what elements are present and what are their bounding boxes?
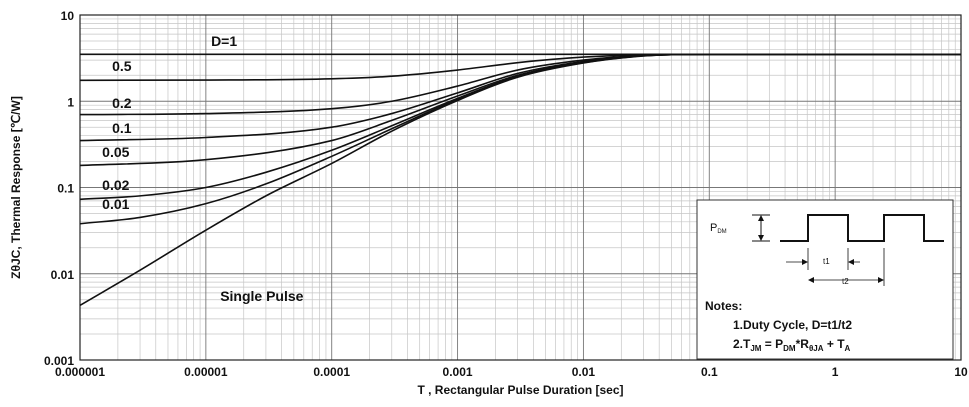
- notes-title: Notes:: [705, 299, 742, 313]
- x-tick-label: 0.00001: [184, 365, 228, 379]
- curve-label: 0.01: [102, 196, 129, 212]
- curve-label: Single Pulse: [220, 288, 303, 304]
- x-axis-title: T , Rectangular Pulse Duration [sec]: [417, 383, 623, 397]
- plot-frame: [79, 14, 962, 361]
- y-tick-labels: 0.001 0.01 0.1 1 10: [44, 9, 74, 368]
- x-tick-label: 0.01: [572, 365, 596, 379]
- curve-label: D=1: [211, 33, 237, 49]
- notes-inset: PDM t1 t2 Notes: 1.Duty Cycle, D=t1/t2 2…: [696, 199, 954, 360]
- t1-label: t1: [823, 257, 830, 266]
- x-tick-label: 10: [954, 365, 968, 379]
- t2-arrowhead-left: [808, 277, 814, 283]
- curve-label: 0.05: [102, 144, 129, 160]
- note-duty-cycle: 1.Duty Cycle, D=t1/t2: [733, 318, 852, 332]
- note-junction-temp: 2.TJM = PDM*RθJA + TA: [733, 337, 851, 353]
- y-tick-label: 10: [61, 9, 75, 23]
- x-tick-label: 0.001: [443, 365, 473, 379]
- y-axis-title: ZθJC, Thermal Response [℃/W]: [9, 96, 23, 279]
- pdm-arrowhead-up: [758, 215, 764, 221]
- x-tick-label: 0.1: [701, 365, 718, 379]
- curve-label: 0.02: [102, 177, 129, 193]
- pdm-arrowhead-down: [758, 235, 764, 241]
- curve-label: 0.5: [112, 58, 132, 74]
- y-tick-label: 0.001: [44, 354, 74, 368]
- y-tick-label: 0.1: [57, 182, 74, 196]
- t2-arrowhead-right: [878, 277, 884, 283]
- x-tick-labels: 0.000001 0.00001 0.0001 0.001 0.01 0.1 1 10: [55, 365, 968, 379]
- x-tick-label: 0.0001: [313, 365, 350, 379]
- t1-arrowhead-right: [848, 259, 854, 265]
- curve-label: 0.1: [112, 120, 132, 136]
- y-tick-label: 1: [67, 95, 74, 109]
- series-lines: [79, 53, 961, 307]
- t2-label: t2: [842, 277, 849, 286]
- pdm-label: PDM: [710, 222, 727, 235]
- curve-labels: D=1 0.5 0.2 0.1 0.05 0.02 0.01 Single Pulse: [102, 33, 303, 304]
- x-tick-label: 0.000001: [55, 365, 105, 379]
- pulse-waveform: [780, 214, 944, 242]
- curve-label: 0.2: [112, 95, 132, 111]
- t1-arrowhead-left: [802, 259, 808, 265]
- series-line-single-pulse: [79, 53, 961, 307]
- x-tick-label: 1: [832, 365, 839, 379]
- y-tick-label: 0.01: [51, 268, 75, 282]
